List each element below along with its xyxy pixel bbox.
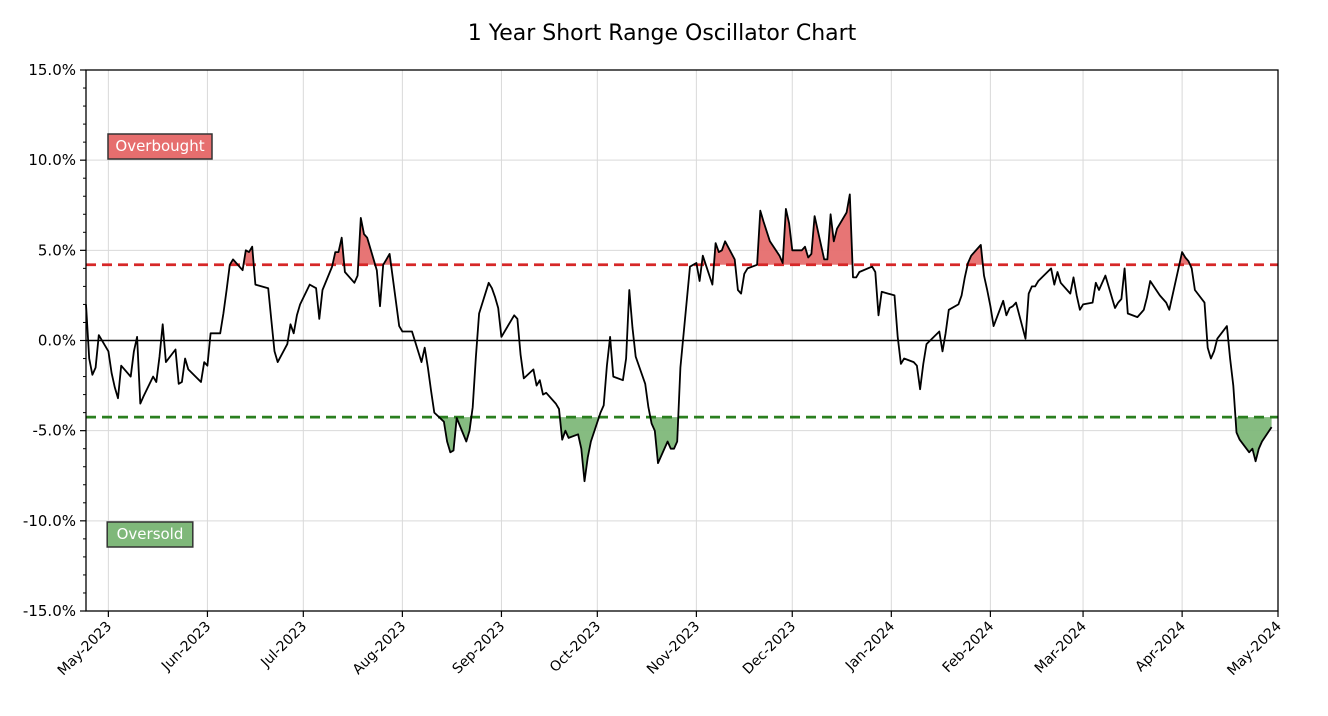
- y-tick-label: -15.0%: [23, 602, 76, 620]
- x-tick-label: May-2023: [55, 619, 115, 679]
- svg-text:Overbought: Overbought: [115, 137, 204, 155]
- oversold-fill: [1235, 417, 1272, 462]
- x-tick-label: Feb-2024: [940, 618, 998, 676]
- overbought-fill: [757, 194, 853, 265]
- x-tick-label: Jan-2024: [842, 618, 898, 674]
- svg-text:Oversold: Oversold: [117, 525, 184, 543]
- threshold-fill-areas: [229, 194, 1272, 482]
- reference-lines: [86, 263, 1278, 419]
- overbought-label: Overbought: [107, 133, 213, 160]
- overbought-fill: [332, 237, 345, 265]
- x-tick-label: Apr-2024: [1132, 618, 1189, 675]
- y-axis-ticks: 15.0% 10.0% 5.0% 0.0% -5.0% -10.0% -15.0%: [23, 61, 86, 620]
- y-tick-label: -10.0%: [23, 512, 76, 530]
- oversold-fill: [650, 417, 679, 464]
- x-tick-label: Dec-2023: [740, 619, 799, 678]
- y-tick-label: 10.0%: [28, 151, 76, 169]
- y-tick-label: 5.0%: [38, 241, 76, 259]
- x-tick-label: Mar-2024: [1032, 618, 1090, 676]
- y-tick-label: 0.0%: [38, 332, 76, 350]
- oversold-label: Oversold: [106, 521, 194, 548]
- x-tick-label: Jul-2023: [257, 619, 310, 672]
- x-tick-label: Oct-2023: [547, 619, 604, 676]
- overbought-fill: [713, 241, 736, 265]
- x-tick-label: Sep-2023: [450, 619, 509, 678]
- y-tick-label: -5.0%: [32, 422, 76, 440]
- x-tick-label: May-2024: [1224, 618, 1284, 678]
- x-tick-label: Aug-2023: [350, 619, 409, 678]
- x-axis-ticks: May-2023 Jun-2023 Jul-2023 Aug-2023 Sep-2023…: [55, 611, 1285, 679]
- overbought-fill: [967, 244, 983, 265]
- oscillator-series: [85, 193, 1273, 483]
- chart-title: 1 Year Short Range Oscillator Chart: [468, 21, 857, 46]
- zone-labels: Overbought Oversold: [106, 133, 213, 548]
- oversold-fill: [559, 417, 599, 482]
- oscillator-line: [85, 193, 1273, 483]
- x-tick-label: Jun-2023: [158, 619, 214, 675]
- y-tick-label: 15.0%: [28, 61, 76, 79]
- x-tick-label: Nov-2023: [644, 619, 703, 678]
- oversold-fill: [439, 417, 472, 453]
